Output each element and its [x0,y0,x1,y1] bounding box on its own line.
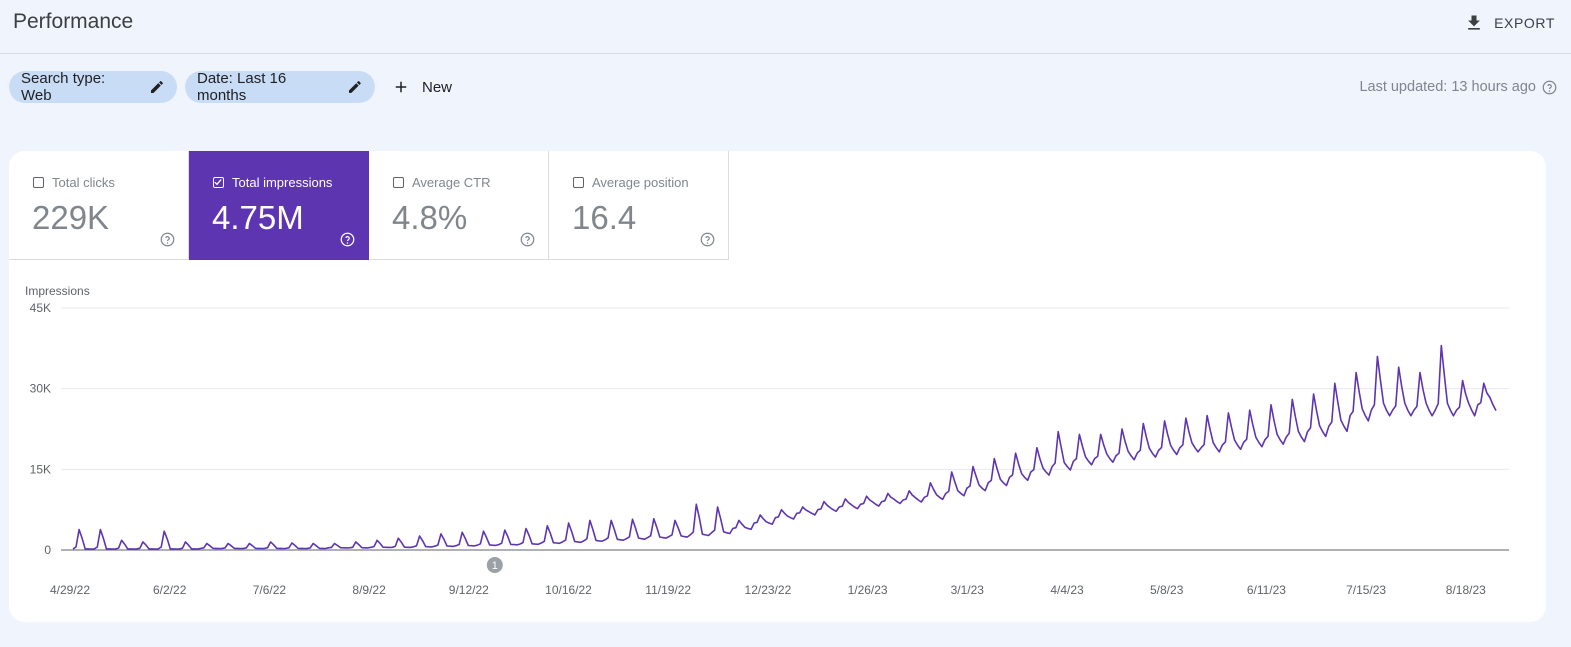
date-chip[interactable]: Date: Last 16 months [185,70,375,104]
performance-card: Total clicks 229K Total impressions 4.75… [9,151,1546,622]
checkbox-checked-icon[interactable] [213,177,224,188]
metric-average-position[interactable]: Average position 16.4 [549,151,729,260]
x-tick-label: 1/26/23 [848,583,888,597]
x-tick-label: 6/11/23 [1247,583,1286,597]
y-axis-title: Impressions [25,284,90,298]
metric-value: 16.4 [572,199,637,236]
x-tick-label: 11/19/22 [645,583,691,597]
export-button[interactable]: EXPORT [1464,11,1555,35]
download-icon [1468,15,1480,30]
x-tick-label: 5/8/23 [1150,583,1184,597]
x-axis-ticks: 4/29/22 6/2/22 7/6/22 8/9/22 9/12/22 10/16/22… [50,583,1486,597]
chart-annotation[interactable]: 1 [486,557,503,573]
metric-label: Average CTR [412,175,491,190]
checkbox-unchecked-icon[interactable] [573,177,584,188]
x-tick-label: 3/1/23 [951,583,985,597]
x-tick-label: 10/16/22 [545,583,592,597]
impressions-chart[interactable]: Impressions 0 15K 30K 45K 4/29/22 6/2/22 7/6/… [9,151,1546,622]
metric-value: 229K [32,199,110,236]
x-tick-label: 4/4/23 [1050,583,1084,597]
last-updated-text: Last updated: 13 hours ago [1359,79,1536,95]
checkbox-unchecked-icon[interactable] [393,177,404,188]
chart-grid [61,307,1509,551]
help-icon[interactable] [700,232,715,247]
y-tick-label: 30K [30,382,51,396]
x-tick-label: 8/9/22 [352,583,386,597]
new-filter-button[interactable]: New [392,76,452,98]
search-type-label: Search type: Web [21,70,106,104]
impressions-line[interactable] [72,344,1497,550]
checkbox-unchecked-icon[interactable] [33,177,44,188]
x-tick-label: 7/15/23 [1346,583,1386,597]
metric-label: Total clicks [52,175,115,190]
annotation-marker[interactable] [486,557,503,573]
x-tick-label: 12/23/22 [745,583,792,597]
page-header: Performance EXPORT [0,0,1571,54]
x-tick-label: 8/18/23 [1446,583,1486,597]
help-icon[interactable] [1542,80,1557,95]
y-tick-label: 15K [30,462,51,476]
x-tick-label: 6/2/22 [153,583,187,597]
last-updated: Last updated: 13 hours ago [1359,79,1557,95]
export-label: EXPORT [1494,15,1555,31]
edit-pencil-icon [151,81,164,93]
help-icon[interactable] [160,232,175,247]
x-tick-label: 4/29/22 [50,583,90,597]
x-tick-label: 9/12/22 [449,583,489,597]
metric-value: 4.75M [212,199,304,236]
y-tick-label: 0 [44,543,51,557]
metric-value: 4.8% [392,199,468,236]
help-icon[interactable] [520,232,535,247]
y-axis-ticks: 0 15K 30K 45K [30,301,52,557]
y-tick-label: 45K [30,301,51,315]
help-icon[interactable] [340,232,355,247]
annotation-label: 1 [492,560,498,572]
x-tick-label: 7/6/22 [253,583,287,597]
page-title: Performance [13,10,134,33]
metric-label: Average position [592,175,689,190]
plus-icon [395,81,407,93]
date-label: Date: Last 16 months [197,70,287,104]
metric-average-ctr[interactable]: Average CTR 4.8% [369,151,549,260]
metric-total-impressions[interactable]: Total impressions 4.75M [189,151,369,260]
edit-pencil-icon [349,81,362,93]
new-filter-label: New [422,78,453,96]
search-type-chip[interactable]: Search type: Web [9,70,177,104]
metric-label: Total impressions [232,175,333,190]
metric-total-clicks[interactable]: Total clicks 229K [9,151,189,260]
